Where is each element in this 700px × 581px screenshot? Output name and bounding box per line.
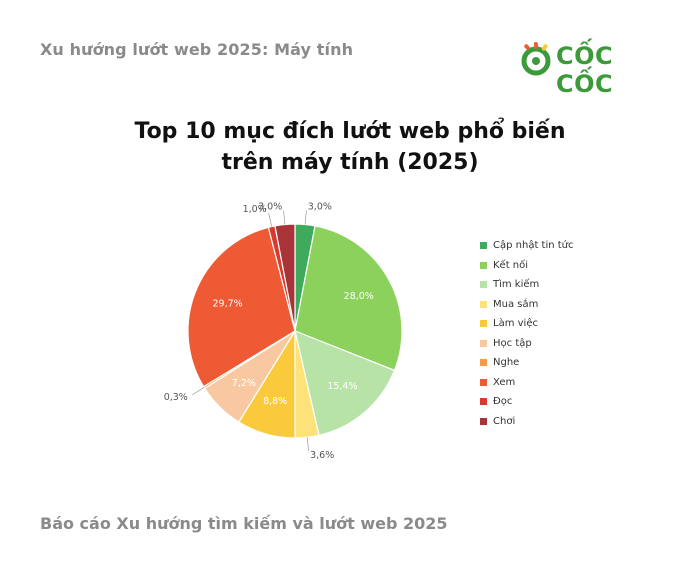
legend-label-5: Học tập — [493, 337, 532, 349]
pie-data-label-9: 3,0% — [258, 202, 282, 213]
pie-data-label-1: 28,0% — [344, 291, 374, 302]
legend-item-1: Kết nối — [480, 256, 574, 276]
legend-swatch-6 — [480, 359, 487, 367]
pie-leader-line-6 — [192, 387, 205, 396]
legend-label-3: Mua sắm — [493, 298, 539, 310]
legend-label-0: Cập nhật tin tức — [493, 240, 574, 252]
pie-leader-line-3 — [306, 437, 310, 452]
coc-coc-logo-icon — [521, 42, 551, 76]
pie-data-label-5: 7,2% — [232, 378, 256, 389]
pie-data-label-7: 29,7% — [213, 299, 243, 310]
legend-item-7: Xem — [480, 373, 574, 393]
legend-item-6: Nghe — [480, 353, 574, 373]
chart-title-line-1: Top 10 mục đích lướt web phổ biến — [134, 119, 566, 144]
legend-label-7: Xem — [493, 376, 516, 388]
pie-slice-1 — [294, 225, 403, 372]
legend-swatch-4 — [480, 320, 487, 328]
report-footer: Báo cáo Xu hướng tìm kiếm và lướt web 20… — [40, 514, 448, 533]
legend-swatch-7 — [480, 378, 487, 386]
pie-leader-line-9 — [283, 210, 286, 225]
pie-data-label-2: 15,4% — [327, 381, 357, 392]
legend-swatch-0 — [480, 242, 487, 250]
legend-swatch-2 — [480, 281, 487, 289]
pie-leader-line-8 — [268, 212, 273, 227]
legend-item-0: Cập nhật tin tức — [480, 236, 574, 256]
pie-slice-7 — [187, 226, 296, 388]
pie-slice-2 — [294, 330, 396, 436]
legend-swatch-8 — [480, 398, 487, 406]
legend-label-8: Đọc — [493, 396, 513, 408]
report-header-title: Xu hướng lướt web 2025: Máy tính — [40, 40, 354, 59]
legend-label-6: Nghe — [493, 357, 520, 369]
legend-swatch-1 — [480, 261, 487, 269]
pie-data-label-3: 3,6% — [310, 450, 334, 461]
chart-legend: Cập nhật tin tức Kết nối Tìm kiếm Mua sắm Là… — [480, 236, 574, 431]
legend-item-3: Mua sắm — [480, 295, 574, 315]
pie-data-label-6: 0,3% — [164, 392, 188, 403]
legend-item-5: Học tập — [480, 334, 574, 354]
legend-label-1: Kết nối — [493, 259, 529, 271]
legend-item-4: Làm việc — [480, 314, 574, 334]
chart-title-line-2: trên máy tính (2025) — [221, 150, 479, 175]
legend-label-4: Làm việc — [493, 318, 538, 330]
legend-swatch-5 — [480, 339, 487, 347]
legend-item-8: Đọc — [480, 392, 574, 412]
legend-item-2: Tìm kiếm — [480, 275, 574, 295]
legend-item-9: Chơi — [480, 412, 574, 432]
legend-swatch-9 — [480, 417, 487, 425]
brand-logo: CỐC CỐC — [520, 40, 660, 98]
pie-data-label-0: 3,0% — [308, 202, 332, 213]
chart-title: Top 10 mục đích lướt web phổ biến trên m… — [0, 116, 700, 178]
pie-data-label-4: 8,8% — [263, 396, 287, 407]
legend-label-2: Tìm kiếm — [493, 279, 540, 291]
pie-data-label-8: 1,0% — [243, 204, 267, 215]
pie-leader-line-0 — [304, 210, 307, 225]
legend-swatch-3 — [480, 300, 487, 308]
brand-name: CỐC CỐC — [556, 42, 614, 98]
legend-label-9: Chơi — [493, 415, 516, 427]
